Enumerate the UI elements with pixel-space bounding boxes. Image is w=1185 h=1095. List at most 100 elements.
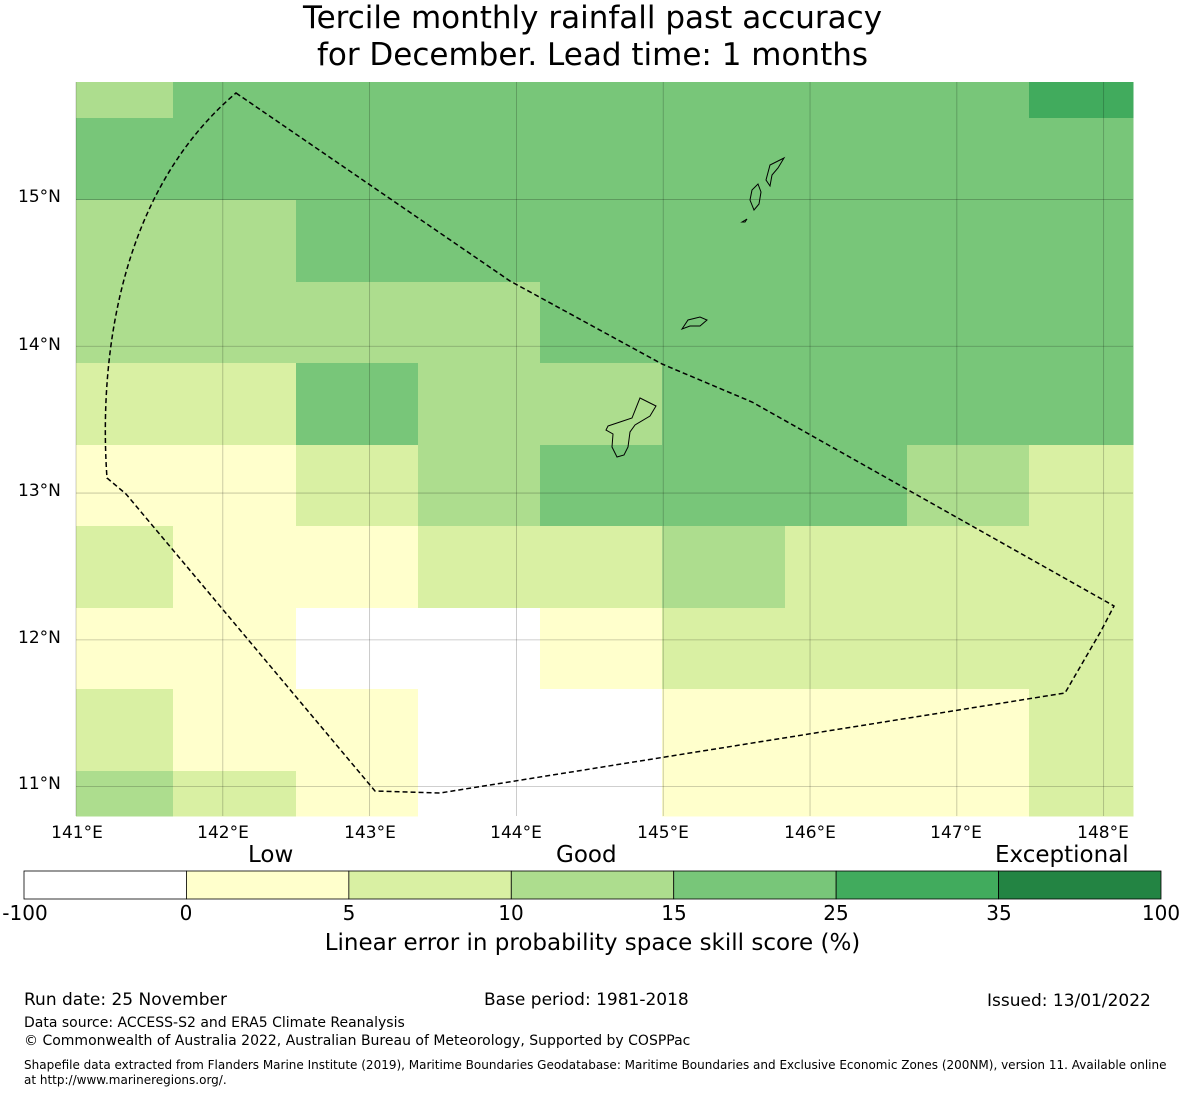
lon-label-147: 147°E [930, 823, 982, 843]
colorbar-label: Linear error in probability space skill … [324, 930, 861, 956]
skill-cell [296, 445, 419, 527]
skill-cell [1029, 608, 1134, 690]
skill-cell [76, 526, 174, 609]
skill-cell [785, 445, 908, 527]
lon-label-143: 143°E [344, 823, 396, 843]
chart-title-line1: Tercile monthly rainfall past accuracy [302, 0, 883, 36]
skill-cell [76, 282, 174, 364]
skill-cell [907, 282, 1030, 364]
lat-label-12: 12°N [18, 628, 61, 648]
skill-cell [76, 445, 174, 527]
lat-label-14: 14°N [18, 335, 61, 355]
skill-cell [662, 82, 786, 119]
copyright: © Commonwealth of Australia 2022, Austra… [24, 1033, 691, 1049]
skill-cell [418, 526, 541, 609]
skill-cell [173, 689, 297, 772]
skill-cell [1029, 445, 1134, 527]
lat-label-11: 11°N [18, 774, 61, 794]
island-rota [680, 316, 708, 331]
skill-cell [662, 200, 786, 283]
lon-label-148: 148°E [1077, 823, 1129, 843]
skill-cell [785, 282, 908, 364]
skill-cell [540, 82, 663, 119]
skill-cell [540, 689, 663, 772]
skill-cell [418, 363, 541, 446]
skill-cell [418, 200, 541, 283]
skill-cell [785, 82, 908, 119]
colorbar-tick: 0 [179, 901, 193, 925]
skill-cell [173, 282, 297, 364]
skill-cell [418, 282, 541, 364]
lat-label-13: 13°N [18, 481, 61, 501]
skill-cell [296, 82, 419, 119]
lon-label-145: 145°E [637, 823, 689, 843]
skill-cell [662, 608, 786, 690]
base-period: Base period: 1981-2018 [484, 990, 689, 1010]
skill-cell [173, 82, 297, 119]
skill-cell [540, 118, 663, 201]
skill-cell [76, 82, 174, 119]
colorbar-tick: 15 [661, 901, 687, 925]
skill-cell [173, 445, 297, 527]
skill-cell [173, 118, 297, 201]
skill-cell [662, 689, 786, 772]
colorbar-segment [673, 870, 837, 900]
island-tinian [749, 183, 762, 211]
skill-cell [418, 608, 541, 690]
shapefile-credit-line2: at http://www.marineregions.org/. [24, 1073, 227, 1087]
skill-cell [173, 608, 297, 690]
skill-cell [296, 771, 419, 817]
skill-cell [907, 82, 1030, 119]
skill-cell [418, 689, 541, 772]
skill-cell [662, 282, 786, 364]
skill-cell [662, 445, 786, 527]
skill-cell [173, 526, 297, 609]
issued-date: Issued: 13/01/2022 [987, 991, 1151, 1011]
colorbar-tick: 25 [823, 901, 849, 925]
skill-cell [76, 689, 174, 772]
skill-cell [907, 200, 1030, 283]
skill-cell [76, 200, 174, 283]
island-aguijan [740, 218, 748, 223]
colorbar-tick: 100 [1141, 901, 1181, 925]
skill-cell [662, 118, 786, 201]
category-exceptional: Exceptional [995, 842, 1129, 868]
skill-cell [662, 771, 786, 817]
lon-label-142: 142°E [197, 823, 249, 843]
skill-cell [1029, 363, 1134, 446]
skill-cell [1029, 771, 1134, 817]
lon-label-141: 141°E [51, 823, 103, 843]
skill-cell [76, 118, 174, 201]
skill-cell [540, 445, 663, 527]
colorbar-tick: 5 [342, 901, 356, 925]
skill-cell [296, 282, 419, 364]
skill-cell [785, 200, 908, 283]
skill-cell [1029, 118, 1134, 201]
skill-cell [418, 445, 541, 527]
chart-title-line2: for December. Lead time: 1 months [316, 37, 869, 73]
colorbar-segment [998, 870, 1162, 900]
skill-cell [785, 363, 908, 446]
colorbar-segment [186, 870, 350, 900]
island-saipan [765, 156, 786, 188]
colorbar-segment [835, 870, 999, 900]
colorbar-tick: 10 [498, 901, 524, 925]
skill-cell [173, 200, 297, 283]
skill-cell [296, 200, 419, 283]
skill-cell [785, 526, 908, 609]
skill-cell [76, 363, 174, 446]
skill-cell [76, 608, 174, 690]
skill-cell [907, 363, 1030, 446]
skill-cell [418, 771, 541, 817]
skill-cell [1029, 82, 1134, 119]
run-date: Run date: 25 November [24, 990, 227, 1010]
skill-cell [1029, 200, 1134, 283]
colorbar-segment [348, 870, 512, 900]
skill-cell [785, 118, 908, 201]
skill-cell [540, 608, 663, 690]
skill-cell [785, 608, 908, 690]
skill-cell [296, 526, 419, 609]
category-good: Good [556, 842, 617, 868]
colorbar [23, 870, 1162, 900]
